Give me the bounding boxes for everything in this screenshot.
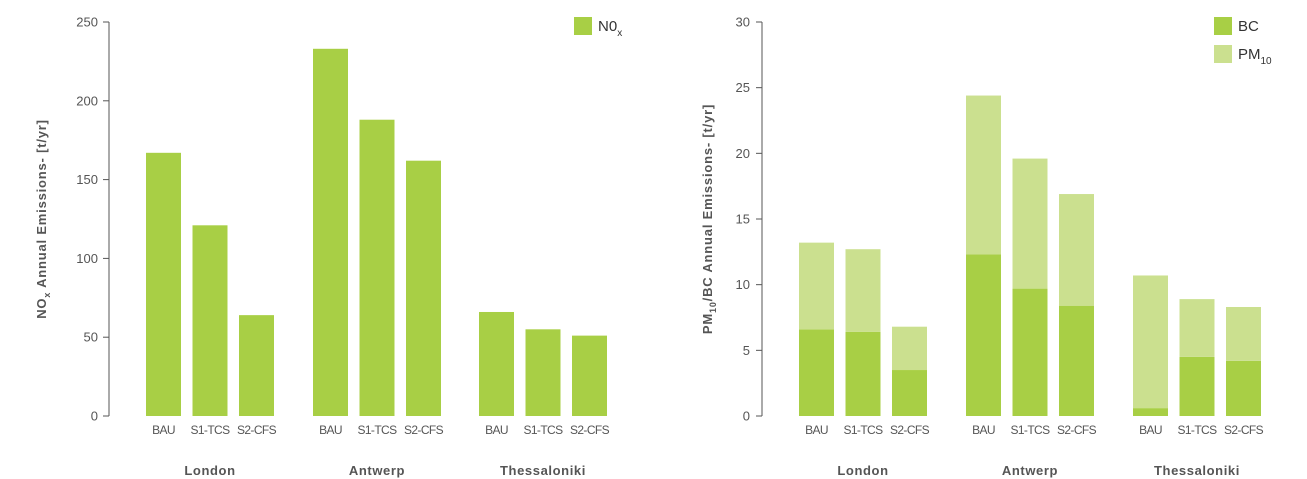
bar-n0-antwerp-bau <box>313 48 348 417</box>
legend-swatch <box>1214 17 1232 35</box>
bar-bc-london-s1-tcs <box>845 331 881 416</box>
bar-bc-thessaloniki-s2-cfs <box>1226 360 1261 416</box>
bar-n0-thessaloniki-s1-tcs <box>525 329 561 416</box>
category-label: S2-CFS <box>890 423 930 437</box>
legend-label-subscript: x <box>617 28 622 39</box>
bar-n0-london-s1-tcs <box>192 225 228 416</box>
bar-bc-antwerp-s2-cfs <box>1059 305 1094 416</box>
y-axis-label-main: PM <box>700 313 715 334</box>
bar-bc-antwerp-bau <box>966 254 1001 416</box>
bar-pm-thessaloniki-bau <box>1133 275 1168 409</box>
y-tick-label: 5 <box>743 343 750 358</box>
bar-n0-london-bau <box>146 152 181 417</box>
category-label: BAU <box>485 423 508 437</box>
category-label: S2-CFS <box>404 423 444 437</box>
category-label: BAU <box>972 423 995 437</box>
y-axis-label-subscript: x <box>42 292 52 298</box>
bar-pm-london-s2-cfs <box>892 326 927 371</box>
bar-bc-thessaloniki-bau <box>1133 408 1168 416</box>
category-label: S1-TCS <box>1177 423 1217 437</box>
bar-n0-thessaloniki-s2-cfs <box>572 335 607 416</box>
category-label: BAU <box>152 423 175 437</box>
legend-label-main: N0 <box>598 18 617 35</box>
bar-n0-antwerp-s1-tcs <box>359 119 395 416</box>
y-tick-label: 0 <box>91 409 98 424</box>
y-tick-label: 100 <box>76 251 98 266</box>
category-label: S2-CFS <box>570 423 610 437</box>
group-label: Antwerp <box>1002 463 1058 478</box>
y-tick-label: 25 <box>736 80 750 95</box>
bar-n0-thessaloniki-bau <box>479 311 514 416</box>
group-label: London <box>837 463 888 478</box>
category-label: S2-CFS <box>237 423 277 437</box>
bar-n0-antwerp-s2-cfs <box>406 160 441 416</box>
y-tick-label: 150 <box>76 172 98 187</box>
y-tick-label: 0 <box>743 409 750 424</box>
y-tick-label: 20 <box>736 146 750 161</box>
category-label: S2-CFS <box>1057 423 1097 437</box>
category-label: S1-TCS <box>190 423 230 437</box>
y-tick-label: 250 <box>76 15 98 30</box>
legend-label: PM10 <box>1238 46 1272 67</box>
category-label: BAU <box>805 423 828 437</box>
legend-label-subscript: 10 <box>1261 56 1273 67</box>
legend-swatch <box>574 17 592 35</box>
y-tick-label: 30 <box>736 15 750 30</box>
bar-pm-london-s1-tcs <box>845 249 881 332</box>
y-tick-label: 15 <box>736 212 750 227</box>
category-label: S2-CFS <box>1224 423 1264 437</box>
category-label: BAU <box>1139 423 1162 437</box>
legend-label: N0x <box>598 18 622 39</box>
legend-label-main: PM <box>1238 46 1261 63</box>
group-label: Antwerp <box>349 463 405 478</box>
bar-bc-london-s2-cfs <box>892 370 927 416</box>
legend-label: BC <box>1238 18 1259 35</box>
y-axis-label: NOx Annual Emissions- [t/yr] <box>34 119 52 319</box>
y-axis-label-subscript: 10 <box>708 301 718 313</box>
bar-bc-london-bau <box>799 329 834 416</box>
legend-swatch <box>1214 45 1232 63</box>
bar-pm-antwerp-s1-tcs <box>1012 158 1048 289</box>
y-axis-label: PM10/BC Annual Emissions- [t/yr] <box>700 104 718 334</box>
bar-pm-antwerp-bau <box>966 95 1001 255</box>
bar-bc-antwerp-s1-tcs <box>1012 288 1048 416</box>
category-label: S1-TCS <box>357 423 397 437</box>
group-label: Thessaloniki <box>500 463 586 478</box>
y-tick-label: 10 <box>736 277 750 292</box>
bar-pm-antwerp-s2-cfs <box>1059 194 1094 306</box>
category-label: S1-TCS <box>523 423 563 437</box>
y-tick-label: 200 <box>76 93 98 108</box>
group-label: Thessaloniki <box>1154 463 1240 478</box>
bar-pm-thessaloniki-s1-tcs <box>1179 299 1215 357</box>
category-label: S1-TCS <box>843 423 883 437</box>
y-axis-label-rest: /BC Annual Emissions- [t/yr] <box>700 104 715 301</box>
y-tick-label: 50 <box>84 330 98 345</box>
legend-label-main: BC <box>1238 18 1259 35</box>
category-label: BAU <box>319 423 342 437</box>
bar-pm-london-bau <box>799 242 834 330</box>
bar-n0-london-s2-cfs <box>239 315 274 416</box>
y-axis-label-main: NO <box>34 298 49 319</box>
bar-pm-thessaloniki-s2-cfs <box>1226 306 1261 361</box>
category-label: S1-TCS <box>1010 423 1050 437</box>
y-axis-label-rest: Annual Emissions- [t/yr] <box>34 119 49 292</box>
bar-bc-thessaloniki-s1-tcs <box>1179 356 1215 416</box>
group-label: London <box>184 463 235 478</box>
